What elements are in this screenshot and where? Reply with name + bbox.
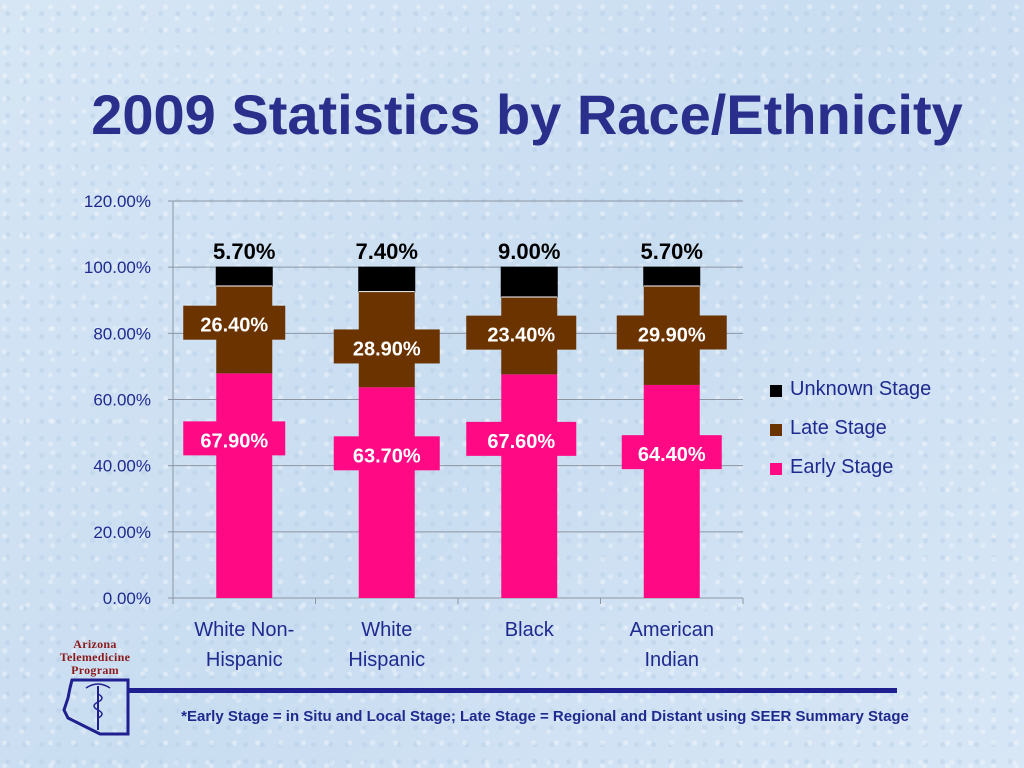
y-tick-label: 80.00%	[93, 324, 151, 343]
data-label-unknown: 7.40%	[356, 239, 418, 264]
y-tick-label: 40.00%	[93, 457, 151, 476]
y-tick-label: 60.00%	[93, 391, 151, 410]
legend-label: Late Stage	[790, 417, 887, 439]
data-label-box	[333, 329, 440, 364]
y-tick-label: 0.00%	[103, 589, 151, 608]
data-label-early: 64.40%	[638, 444, 706, 466]
category-label: White Non-	[194, 619, 294, 641]
bar-unknown-stage	[500, 266, 558, 298]
slide-title: 2009 Statistics by Race/Ethnicity	[91, 83, 963, 146]
y-tick-label: 100.00%	[84, 258, 151, 277]
data-label-late: 23.40%	[487, 325, 555, 347]
y-tick-label: 120.00%	[84, 192, 151, 211]
data-label-early: 67.90%	[200, 430, 268, 452]
data-label-unknown: 5.70%	[213, 239, 275, 264]
category-label: White	[361, 619, 412, 641]
legend-swatch	[770, 424, 782, 436]
data-label-unknown: 9.00%	[498, 239, 560, 264]
data-label-box	[333, 436, 440, 471]
bar-early-stage	[501, 374, 558, 598]
data-label-late: 26.40%	[200, 315, 268, 337]
footer-divider	[127, 688, 897, 693]
bar-early-stage	[643, 384, 700, 598]
footnote: *Early Stage = in Situ and Local Stage; …	[181, 708, 909, 725]
data-label-box	[183, 305, 286, 340]
data-label-box	[616, 315, 727, 350]
arizona-map-icon	[62, 678, 130, 736]
category-label: American	[630, 619, 714, 641]
bar-unknown-stage	[643, 266, 701, 287]
logo-line-3: Program	[71, 663, 119, 677]
category-label: Black	[505, 619, 555, 641]
y-tick-label: 20.00%	[93, 523, 151, 542]
data-label-box	[466, 315, 577, 350]
data-label-box	[183, 421, 286, 456]
category-label: Indian	[645, 649, 700, 671]
data-label-box	[466, 421, 577, 456]
data-label-box	[621, 435, 722, 470]
category-label: Hispanic	[206, 649, 283, 671]
legend-swatch	[770, 385, 782, 397]
logo-line-1: Arizona	[73, 637, 117, 651]
legend-label: Unknown Stage	[790, 378, 931, 400]
bar-early-stage	[358, 387, 415, 598]
bar-early-stage	[216, 373, 273, 598]
legend-swatch	[770, 463, 782, 475]
data-label-unknown: 5.70%	[641, 239, 703, 264]
data-label-late: 28.90%	[353, 338, 421, 360]
data-label-late: 29.90%	[638, 324, 706, 346]
legend-label: Early Stage	[790, 456, 893, 478]
data-label-early: 67.60%	[487, 431, 555, 453]
data-label-early: 63.70%	[353, 445, 421, 467]
bar-unknown-stage	[215, 266, 273, 287]
logo-line-2: Telemedicine	[59, 650, 131, 664]
category-label: Hispanic	[348, 649, 425, 671]
bar-unknown-stage	[358, 266, 416, 293]
arizona-telemedicine-logo: Arizona Telemedicine Program	[50, 638, 140, 738]
